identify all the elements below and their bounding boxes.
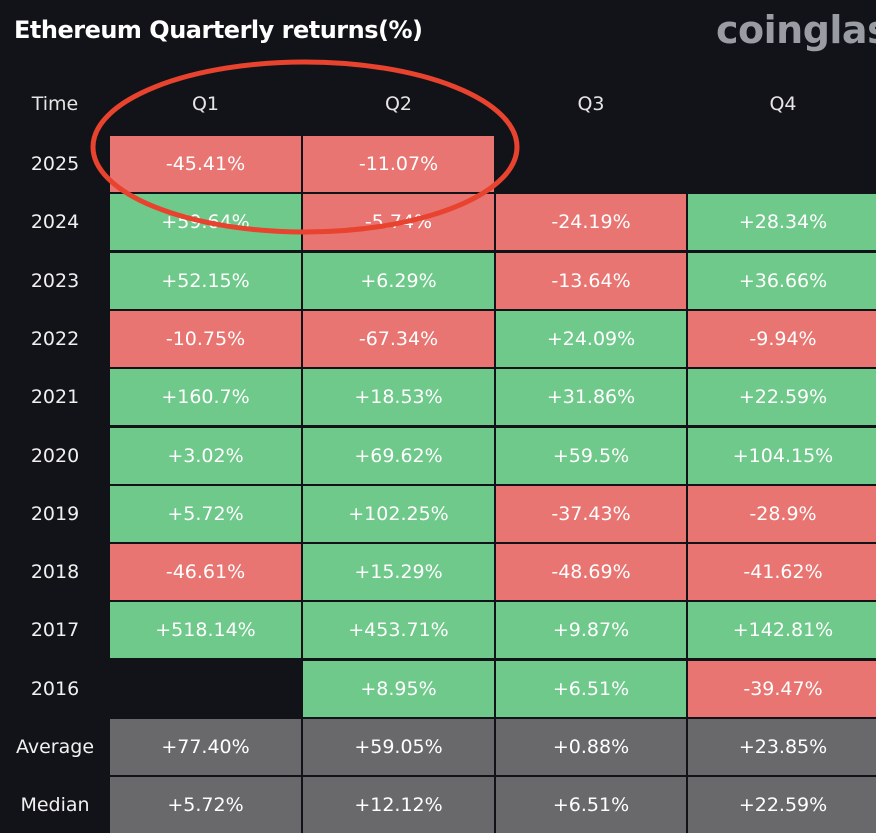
summary-cell: +0.88%: [496, 719, 686, 775]
return-cell: -39.47%: [688, 660, 876, 717]
return-cell: -9.94%: [688, 310, 876, 367]
return-cell: +22.59%: [688, 369, 876, 426]
summary-cell: +12.12%: [303, 777, 494, 833]
return-cell: -46.61%: [110, 544, 301, 601]
return-cell: -13.64%: [496, 252, 686, 309]
row-label: 2021: [30, 386, 80, 409]
return-cell: +15.29%: [303, 544, 494, 601]
return-cell: +5.72%: [110, 485, 301, 542]
return-cell: -11.07%: [303, 136, 494, 192]
column-header: Q2: [384, 93, 413, 115]
return-cell: +52.15%: [110, 252, 301, 309]
return-cell: +142.81%: [688, 602, 876, 659]
return-cell: +31.86%: [496, 369, 686, 426]
return-cell: +3.02%: [110, 427, 301, 484]
return-cell: +6.29%: [303, 252, 494, 309]
return-cell: +518.14%: [110, 602, 301, 659]
return-cell: -45.41%: [110, 136, 301, 192]
brand-logo: coinglass: [716, 8, 876, 52]
column-header: Q1: [191, 93, 220, 115]
row-label: 2017: [30, 619, 80, 642]
row-label: 2020: [30, 444, 80, 467]
summary-cell: +23.85%: [688, 719, 876, 775]
row-label: 2018: [30, 561, 80, 584]
return-cell: +9.87%: [496, 602, 686, 659]
return-cell: -5.74%: [303, 194, 494, 251]
return-cell: -37.43%: [496, 485, 686, 542]
return-cell: +69.62%: [303, 427, 494, 484]
return-cell: +160.7%: [110, 369, 301, 426]
return-cell: -41.62%: [688, 544, 876, 601]
row-label: 2016: [30, 677, 80, 700]
column-header: Q3: [577, 93, 605, 115]
return-cell: +104.15%: [688, 427, 876, 484]
summary-cell: +77.40%: [110, 719, 301, 775]
return-cell: +28.34%: [688, 194, 876, 251]
return-cell: -67.34%: [303, 310, 494, 367]
column-header: Q4: [769, 93, 797, 115]
return-cell: +453.71%: [303, 602, 494, 659]
return-cell: +59.5%: [496, 427, 686, 484]
title: Ethereum Quarterly returns(%): [14, 16, 423, 44]
summary-cell: +5.72%: [110, 777, 301, 833]
row-label: 2019: [30, 502, 80, 525]
row-label: 2022: [30, 327, 80, 350]
return-cell: -28.9%: [688, 485, 876, 542]
return-cell: -10.75%: [110, 310, 301, 367]
row-label: Median: [20, 794, 90, 817]
column-header: Time: [31, 93, 79, 115]
summary-cell: +22.59%: [688, 777, 876, 833]
return-cell: -48.69%: [496, 544, 686, 601]
row-label: 2024: [30, 211, 80, 234]
row-label: 2025: [30, 153, 80, 175]
summary-cell: +6.51%: [496, 777, 686, 833]
return-cell: +8.95%: [303, 660, 494, 717]
return-cell: +36.66%: [688, 252, 876, 309]
row-label: Average: [15, 736, 95, 758]
return-cell: +18.53%: [303, 369, 494, 426]
row-label: 2023: [30, 269, 80, 292]
return-cell: +6.51%: [496, 660, 686, 717]
return-cell: +24.09%: [496, 310, 686, 367]
summary-cell: +59.05%: [303, 719, 494, 775]
return-cell: +59.64%: [110, 194, 301, 251]
return-cell: -24.19%: [496, 194, 686, 251]
return-cell: +102.25%: [303, 485, 494, 542]
